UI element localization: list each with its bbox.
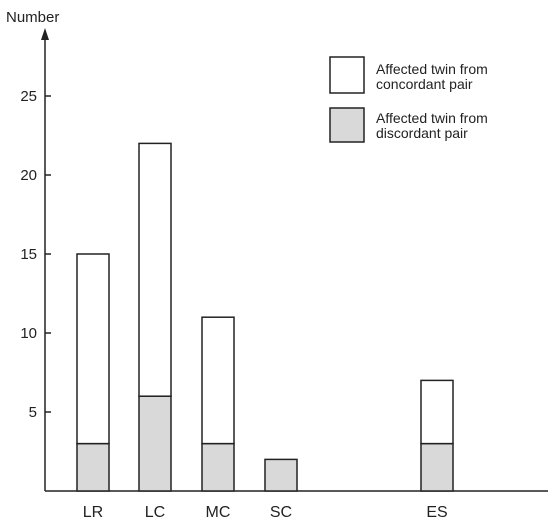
bar-es-discordant	[420, 442, 454, 492]
x-tick-label-lr: LR	[83, 504, 103, 521]
x-tick-label-sc: SC	[270, 504, 292, 521]
x-tick-label-es: ES	[426, 504, 447, 521]
bar-es-concordant	[420, 379, 454, 445]
y-tick-label-15: 15	[20, 246, 37, 263]
y-tick-label-20: 20	[20, 167, 37, 184]
legend-swatch-concordant	[329, 56, 365, 94]
y-tick-label-10: 10	[20, 325, 37, 342]
bar-mc-concordant	[201, 316, 235, 445]
x-tick-label-mc: MC	[206, 504, 231, 521]
legend-label-concordant-line2: concordant pair	[376, 76, 473, 92]
y-tick-label-5: 5	[29, 404, 37, 421]
bar-lc-discordant	[138, 395, 172, 492]
legend-swatch-discordant	[329, 107, 365, 143]
bar-lc-concordant	[138, 142, 172, 397]
bar-lr-concordant	[76, 253, 110, 445]
legend-label-concordant-line1: Affected twin from	[376, 61, 488, 77]
y-axis-arrow	[41, 28, 49, 40]
x-tick-label-lc: LC	[145, 504, 165, 521]
x-tick-labels: LR LC MC SC ES	[83, 504, 448, 521]
y-tick-label-25: 25	[20, 88, 37, 105]
y-axis-label: Number	[6, 9, 59, 26]
legend: Affected twin from concordant pair Affec…	[329, 56, 488, 143]
bar-sc-discordant	[264, 458, 298, 492]
bar-lr-discordant	[76, 442, 110, 492]
y-ticks: 5 10 15 20 25	[20, 88, 51, 421]
legend-label-discordant-line2: discordant pair	[376, 125, 468, 141]
bar-mc-discordant	[201, 442, 235, 492]
bars	[76, 142, 454, 492]
legend-label-discordant-line1: Affected twin from	[376, 110, 488, 126]
